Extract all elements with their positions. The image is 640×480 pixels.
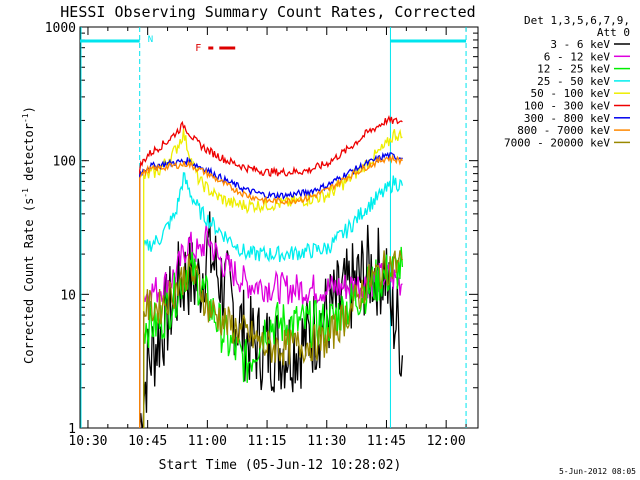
x-tick-label: 11:15 xyxy=(247,434,286,449)
legend-entry-label: 7000 - 20000 keV xyxy=(504,136,610,149)
x-tick-label: 11:30 xyxy=(307,434,346,449)
y-tick-label: 1 xyxy=(68,422,76,437)
x-axis-label: Start Time (05-Jun-12 10:28:02) xyxy=(159,458,402,473)
y-tick-label: 1000 xyxy=(45,21,76,36)
legend-header: Det 1,3,5,6,7,9, xyxy=(524,14,630,27)
legend-entry-label: 6 - 12 keV xyxy=(544,50,611,63)
y-tick-label: 100 xyxy=(53,155,76,170)
night-label: N xyxy=(148,35,153,45)
x-tick-label: 10:30 xyxy=(68,434,107,449)
series-line xyxy=(139,153,403,428)
series-line xyxy=(143,250,404,428)
x-tick-label: 11:00 xyxy=(188,434,227,449)
legend-entry-label: 25 - 50 keV xyxy=(537,75,610,88)
series-line xyxy=(143,224,403,428)
legend-entry-label: 3 - 6 keV xyxy=(550,38,610,51)
legend-entry-label: 12 - 25 keV xyxy=(537,63,610,76)
series-line xyxy=(139,151,403,428)
x-tick-label: 11:45 xyxy=(367,434,406,449)
y-axis-label: Corrected Count Rate (s-1 detector-1) xyxy=(21,106,36,364)
legend-header: Att 0 xyxy=(597,26,630,39)
legend-entry-label: 100 - 300 keV xyxy=(524,100,610,113)
timestamp: 5-Jun-2012 08:05 xyxy=(559,467,636,476)
series-line xyxy=(139,211,404,429)
plot-area: 10:30 10:45 11:00 11:15 11:30 11:45 12:00 1 10 10… xyxy=(45,21,479,449)
x-tick-label: 10:45 xyxy=(128,434,167,449)
chart-title: HESSI Observing Summary Count Rates, Cor… xyxy=(60,3,475,21)
x-tick-label: 12:00 xyxy=(427,434,466,449)
legend-entry-label: 800 - 7000 keV xyxy=(517,124,610,137)
y-tick-label: 10 xyxy=(60,288,76,303)
flare-label: F xyxy=(195,43,201,54)
series-line xyxy=(143,172,404,428)
plot-frame xyxy=(79,26,479,429)
legend-entry-label: 300 - 800 keV xyxy=(524,112,610,125)
series-line xyxy=(139,115,403,428)
legend-entry-label: 50 - 100 keV xyxy=(531,87,611,100)
